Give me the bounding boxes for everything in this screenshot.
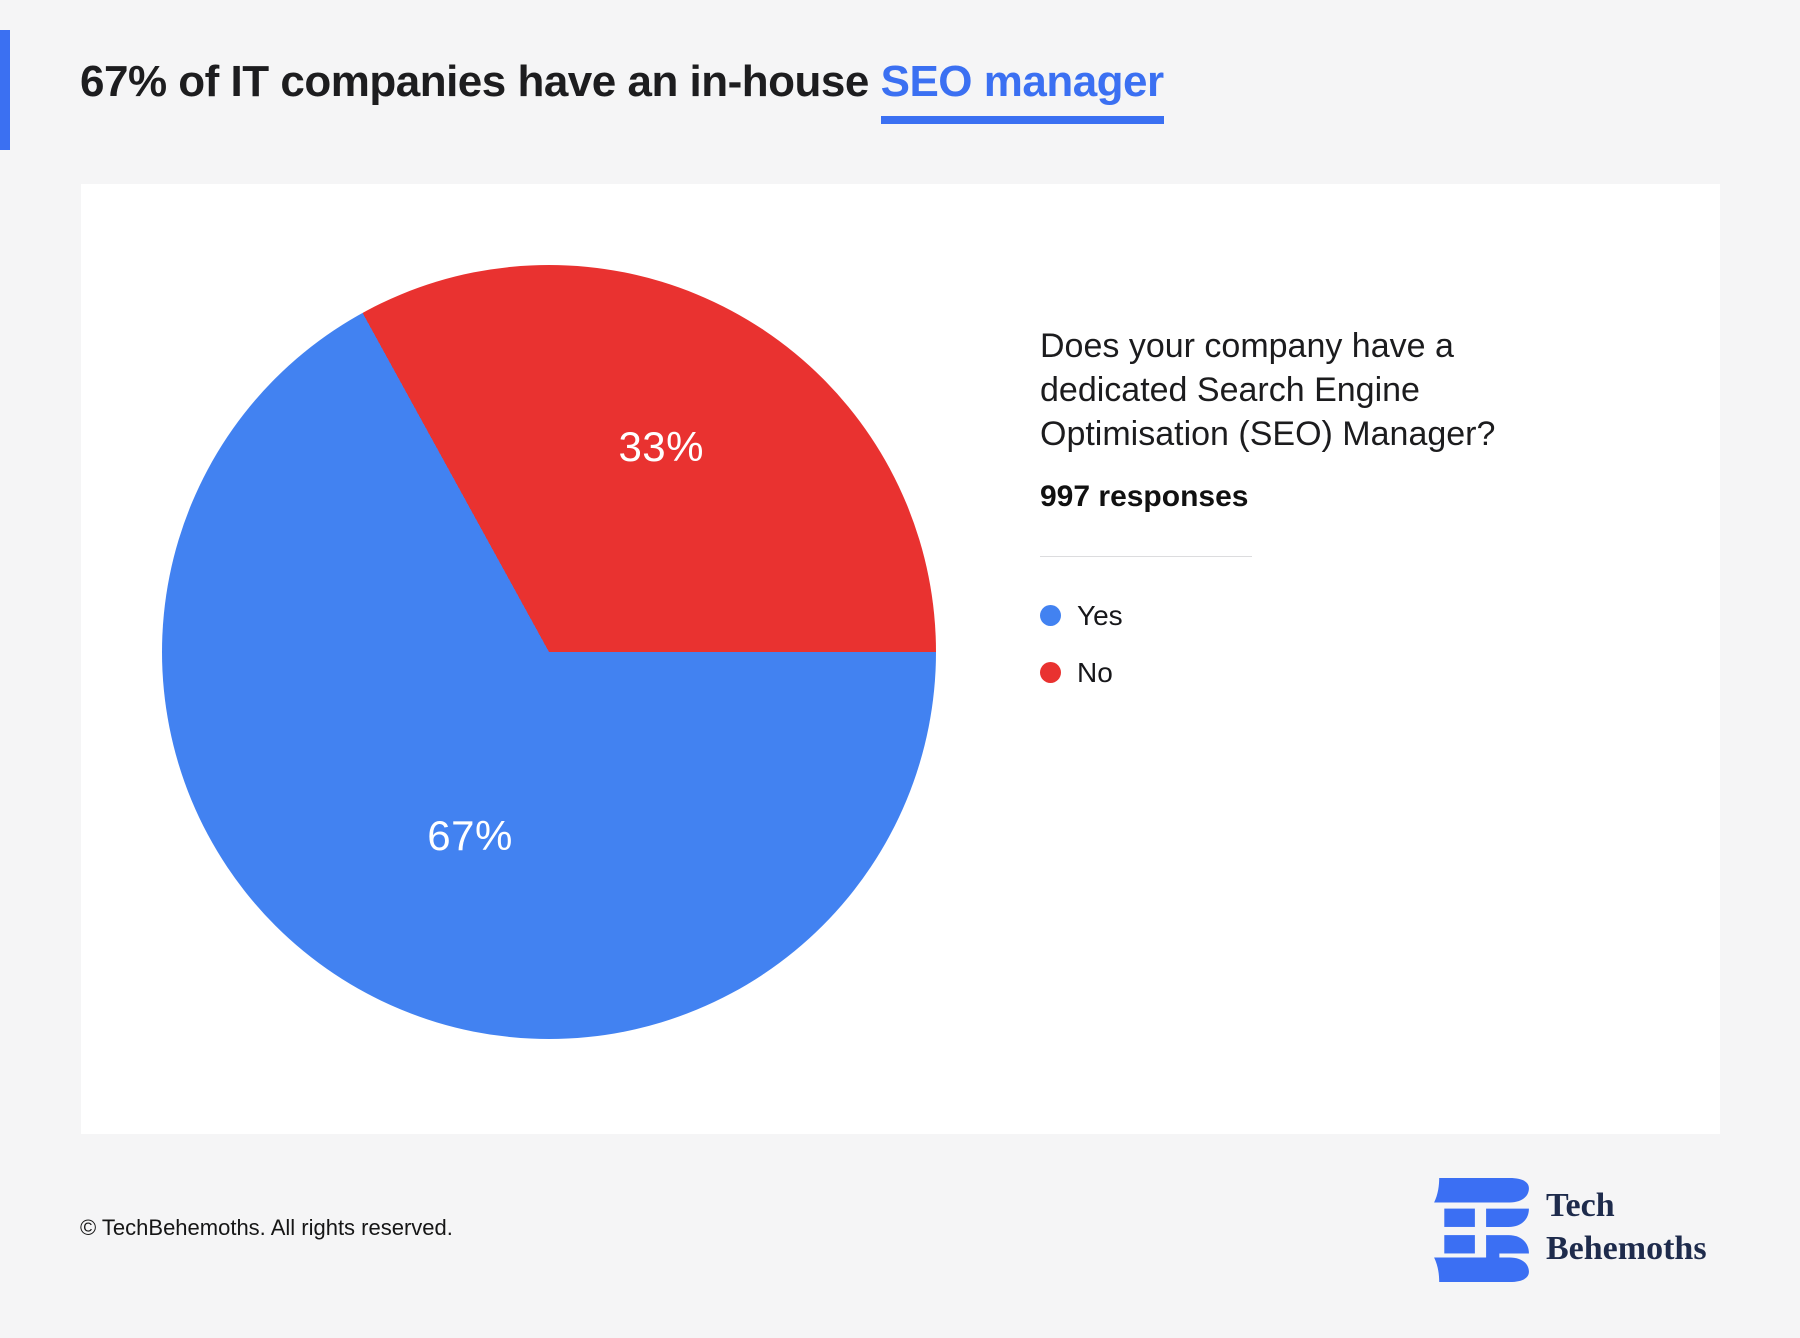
pie-slice-label-no: 33% bbox=[618, 422, 704, 470]
legend-label-no: No bbox=[1077, 656, 1113, 688]
chart-card: 33% 67% Does your company have a dedicat… bbox=[81, 184, 1720, 1134]
legend-item-yes: Yes bbox=[1040, 597, 1570, 634]
responses-count: 997 responses bbox=[1040, 480, 1249, 513]
legend-dot-no-icon bbox=[1040, 662, 1061, 683]
pie-chart: 33% 67% bbox=[162, 265, 936, 1039]
logo-text-line2: Behemoths bbox=[1546, 1230, 1707, 1267]
techbehemoths-logo-text: Tech Behemoths bbox=[1546, 1184, 1707, 1270]
copyright-text: © TechBehemoths. All rights reserved. bbox=[80, 1215, 453, 1240]
divider bbox=[1040, 556, 1252, 557]
title-text: 67% of IT companies have an in-house bbox=[80, 57, 881, 106]
techbehemoths-logo-icon bbox=[1434, 1178, 1529, 1282]
legend: Yes No bbox=[1040, 597, 1570, 691]
chart-info-panel: Does your company have a dedicated Searc… bbox=[1040, 324, 1570, 711]
seo-manager-link[interactable]: SEO manager bbox=[880, 56, 1164, 124]
techbehemoths-logo: Tech Behemoths bbox=[1430, 1178, 1707, 1282]
accent-bar bbox=[0, 30, 10, 150]
legend-label-yes: Yes bbox=[1077, 599, 1123, 631]
page-title: 67% of IT companies have an in-house SEO… bbox=[80, 56, 1164, 124]
pie-slice-label-yes: 67% bbox=[427, 812, 513, 860]
legend-dot-yes-icon bbox=[1040, 605, 1061, 626]
logo-text-line1: Tech bbox=[1546, 1187, 1615, 1224]
survey-question: Does your company have a dedicated Searc… bbox=[1040, 327, 1496, 453]
legend-item-no: No bbox=[1040, 654, 1570, 691]
